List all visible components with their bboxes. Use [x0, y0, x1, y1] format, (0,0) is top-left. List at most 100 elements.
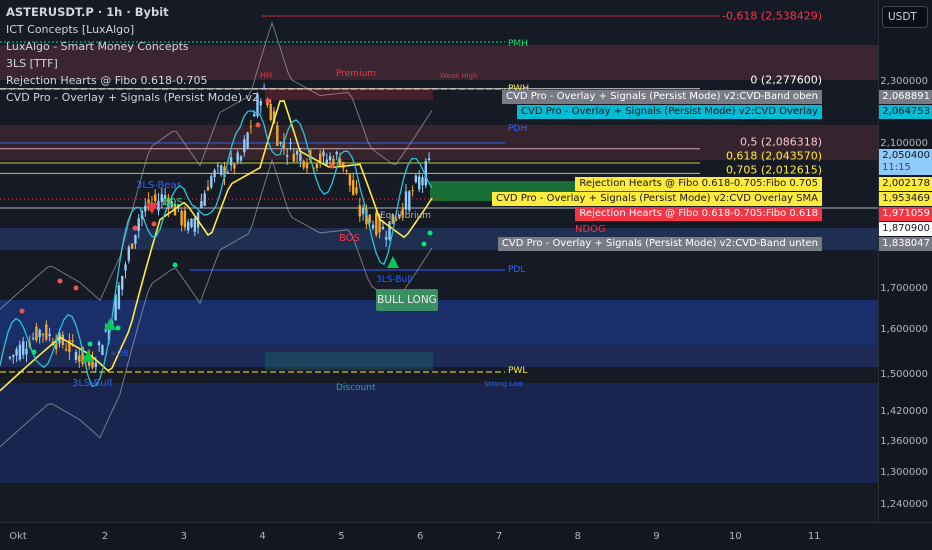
candle [114, 294, 117, 321]
candle [358, 205, 361, 217]
red-dot [151, 221, 157, 227]
price-tag: 1,838047 [879, 237, 932, 251]
candle [78, 355, 81, 362]
bull-triangle [387, 256, 399, 268]
time-tick: 4 [259, 531, 266, 542]
indicator-cvd-pro[interactable]: CVD Pro - Overlay + Signals (Persist Mod… [6, 91, 259, 104]
candle [193, 218, 196, 233]
candle [104, 330, 107, 332]
fib-level-label: -0,618 (2,538429) [721, 9, 822, 23]
candle [8, 356, 12, 359]
candle [190, 218, 193, 228]
cvd-band-upper [0, 21, 433, 310]
price-tick: 1,300000 [880, 466, 928, 478]
pwh-label: PWH [508, 84, 530, 94]
candle [180, 210, 183, 226]
green-dot [31, 349, 37, 355]
equilibrium-label: Equilibrium [380, 211, 431, 221]
candle [305, 162, 309, 169]
green-dot [421, 241, 427, 247]
pwl-label: PWL [508, 366, 528, 376]
last-price-tag: 2,050400 11:15 [879, 149, 932, 175]
3ls-bull-label: 3LS-Bull [72, 378, 113, 389]
price-tick: 1,500000 [880, 368, 928, 380]
fib-level-label: 0,705 (2,012615) [725, 163, 822, 177]
chart-canvas[interactable]: ASTERUSDT.P · 1h · Bybit ICT Concepts [L… [0, 0, 878, 522]
candle [130, 243, 134, 249]
indicator-rejection-hearts[interactable]: Rejection Hearts @ Fibo 0.618-0.705 [6, 74, 208, 87]
chart-legend: ASTERUSDT.P · 1h · Bybit ICT Concepts [L… [6, 4, 259, 106]
candle [328, 156, 332, 161]
bos-red-label: BOS [339, 233, 360, 244]
time-axis[interactable]: Okt 2 3 4 5 6 7 8 9 10 11 [0, 522, 932, 550]
bull-triangle [82, 350, 94, 362]
price-tick: 2,300000 [880, 76, 928, 87]
candle [154, 194, 157, 202]
price-axis[interactable]: 2,300000 2,100000 1,700000 1,600000 1,500000… [878, 0, 932, 522]
candle [243, 139, 246, 153]
bear-triangle [146, 203, 158, 214]
order-block-label: +OB [110, 349, 129, 358]
bar-countdown: 11:15 [882, 162, 911, 173]
price-tick: 1,420000 [880, 406, 928, 418]
currency-selector[interactable]: USDT [882, 6, 928, 28]
candle [272, 111, 276, 124]
premium-label: Premium [336, 69, 377, 79]
candle [31, 338, 35, 340]
candle [249, 126, 253, 128]
candle [68, 340, 71, 353]
blue-zone-3 [0, 345, 878, 367]
indicator-3ls[interactable]: 3LS [TTF] [6, 57, 58, 70]
candle [378, 215, 381, 233]
time-tick: 10 [729, 531, 742, 542]
candle [157, 200, 160, 211]
candle [81, 346, 84, 364]
candle [404, 191, 408, 210]
candle [292, 153, 295, 162]
pmh-label: PMH [508, 39, 528, 49]
candle [332, 158, 335, 167]
candle [74, 351, 78, 361]
red-dot [73, 285, 79, 291]
candle [295, 150, 299, 155]
candle [170, 201, 173, 207]
time-tick: 11 [807, 531, 821, 542]
candle [127, 247, 130, 261]
candle [45, 324, 48, 340]
indicator-value-label: CVD Pro - Overlay + Signals (Persist Mod… [517, 105, 822, 119]
green-dot [87, 341, 93, 347]
candle [163, 195, 167, 199]
time-tick: 3 [180, 531, 187, 542]
candle [375, 212, 378, 235]
candle [239, 156, 243, 161]
candle [200, 201, 203, 208]
candle [12, 354, 15, 357]
candle [355, 187, 358, 194]
candle [25, 348, 28, 355]
bull-long-signal: BULL LONG [376, 289, 438, 311]
cvd-overlay-line [0, 110, 433, 387]
candle [91, 358, 94, 368]
candle [361, 207, 365, 215]
indicator-ict[interactable]: ICT Concepts [LuxAlgo] [6, 23, 135, 36]
price-tag: 1,870900 [879, 222, 932, 236]
candle [418, 176, 421, 190]
candle [259, 101, 262, 106]
red-dot [255, 122, 261, 128]
premium-zone [0, 45, 878, 80]
candle [319, 153, 322, 164]
indicator-smc[interactable]: LuxAlgo - Smart Money Concepts [6, 40, 189, 53]
candle [246, 132, 249, 149]
candle [183, 210, 187, 228]
candle [262, 87, 266, 90]
symbol-title[interactable]: ASTERUSDT.P · 1h · Bybit [6, 5, 169, 19]
3ls-bear-label: 3LS-Bear [136, 180, 181, 191]
candle [408, 191, 411, 211]
red-dot [19, 308, 25, 314]
indicator-value-label: CVD Pro - Overlay + Signals (Persist Mod… [502, 90, 822, 104]
green-dot [172, 262, 178, 268]
candle [253, 113, 256, 117]
candle [213, 170, 216, 178]
candle [64, 349, 68, 351]
price-tag: 1,971059 [879, 207, 932, 221]
